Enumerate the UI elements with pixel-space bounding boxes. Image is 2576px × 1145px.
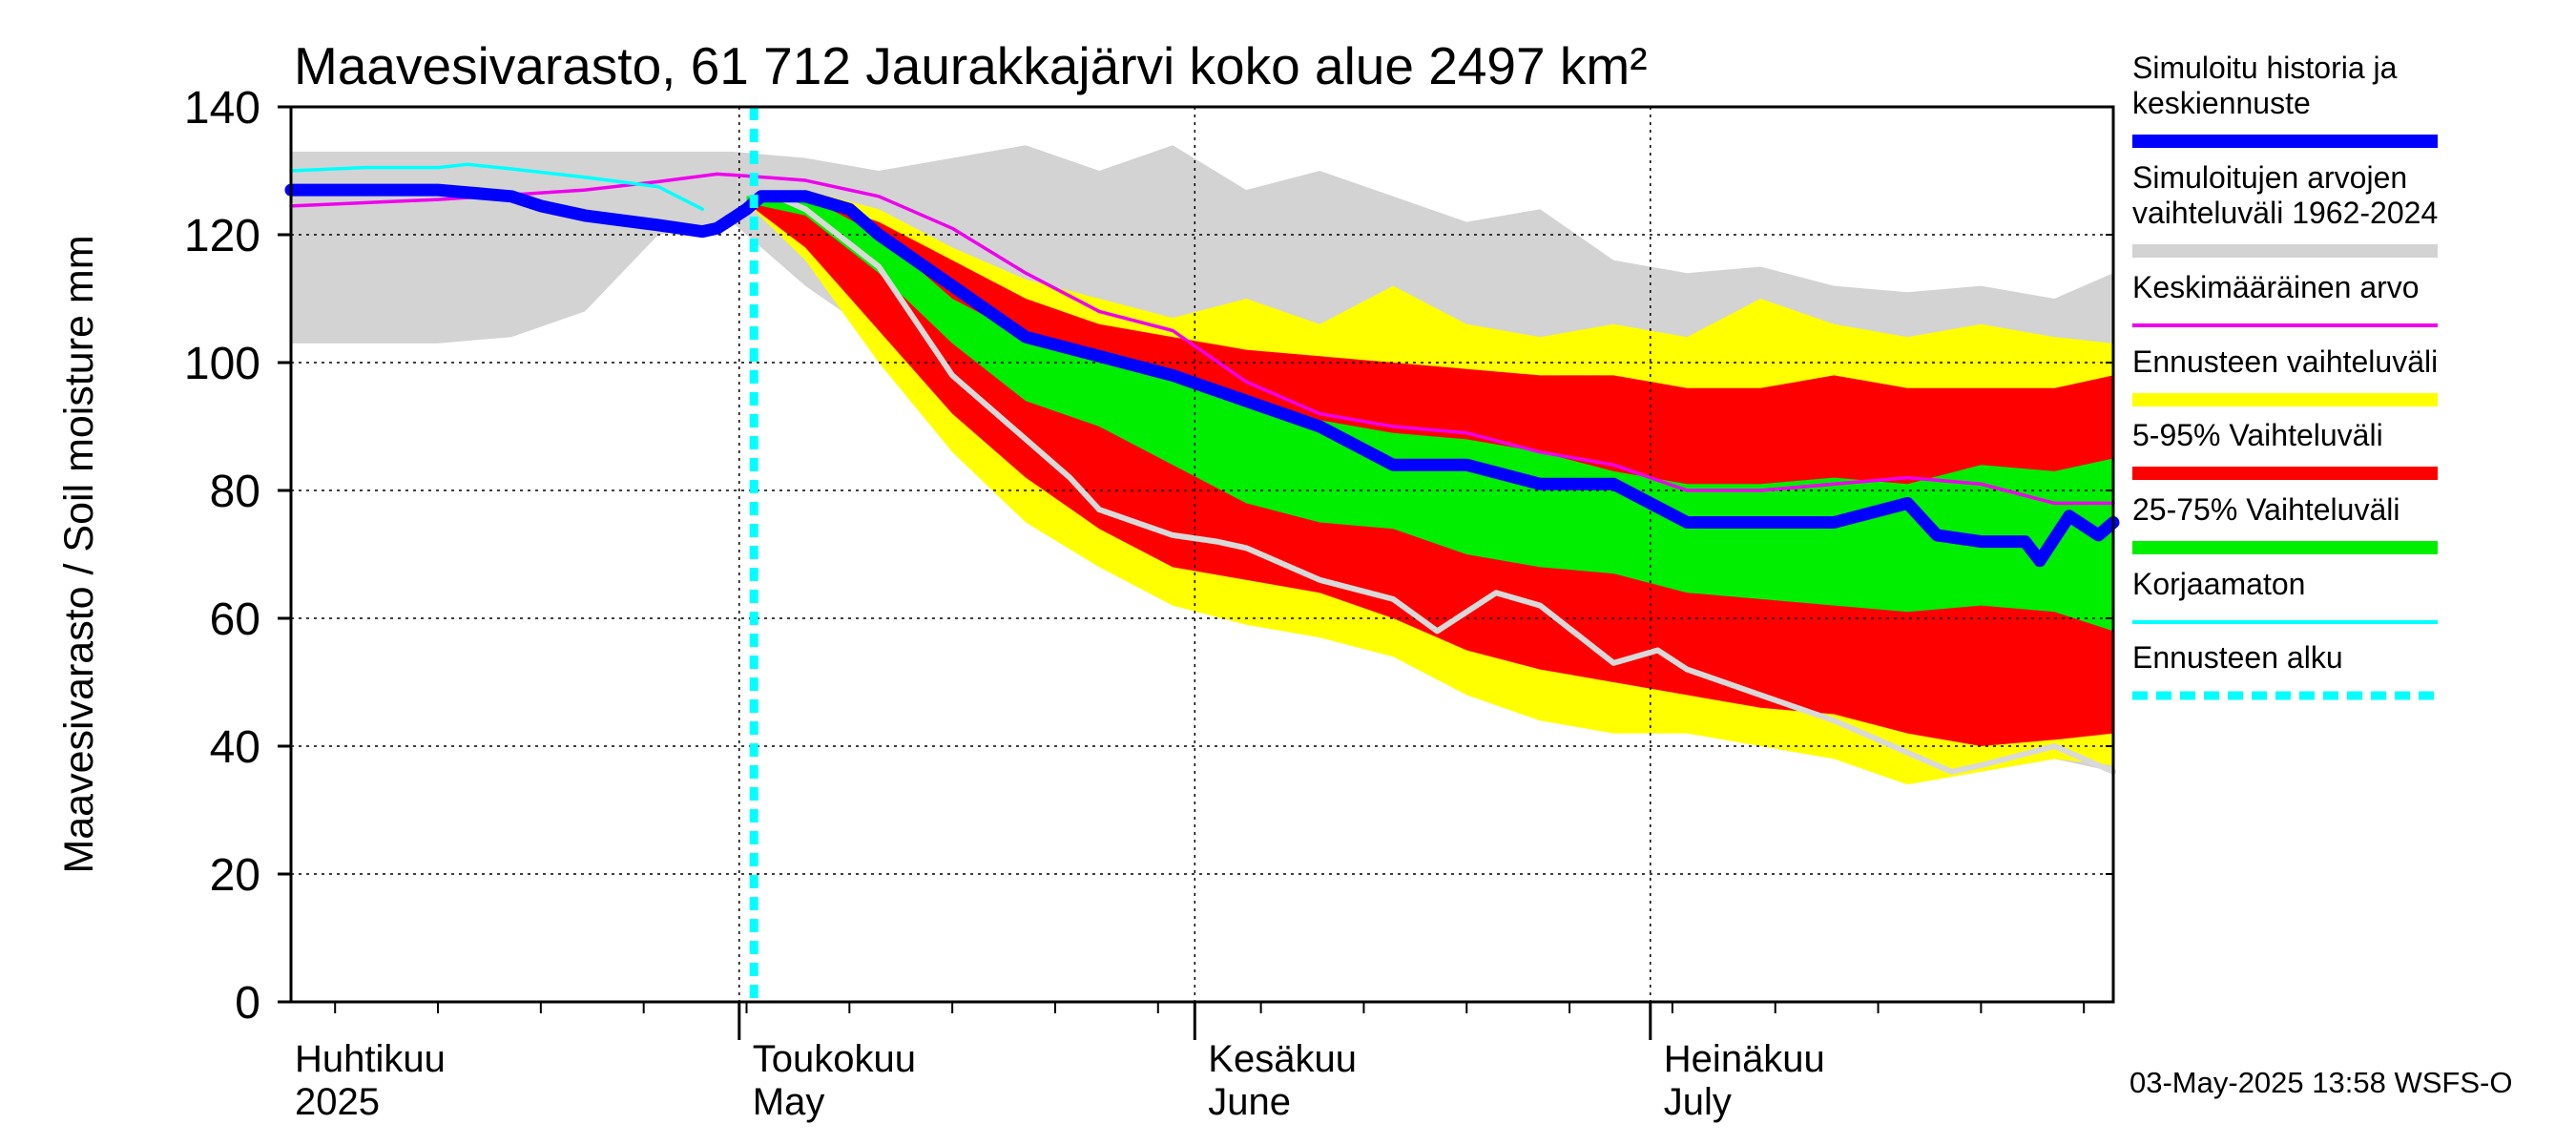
legend-item: Ennusteen alku xyxy=(2132,640,2438,700)
legend-item: Keskimääräinen arvo xyxy=(2132,270,2438,327)
legend-item: Simuloitujen arvojen vaihteluväli 1962-20… xyxy=(2132,160,2438,258)
legend-label: Ennusteen vaihteluväli xyxy=(2132,344,2438,379)
line-layer xyxy=(284,162,2120,775)
series-line-1 xyxy=(289,162,705,211)
y-tick-label: 40 xyxy=(210,722,260,773)
y-tick-label: 120 xyxy=(184,211,260,261)
legend: Simuloitu historia ja keskiennuste Simuloi… xyxy=(2132,51,2438,700)
chart-title: Maavesivarasto, 61 712 Jaurakkajärvi kok… xyxy=(294,36,1648,95)
legend-label: 25-75% Vaihteluväli xyxy=(2132,492,2399,527)
grid-layer xyxy=(291,107,2113,1002)
month-label: Toukokuu xyxy=(753,1038,916,1080)
series-line-2 xyxy=(773,193,2116,775)
series-line-3 xyxy=(284,183,2120,568)
y-tick-label: 60 xyxy=(210,594,260,645)
legend-item: Simuloitu historia ja keskiennuste xyxy=(2132,51,2438,148)
legend-item: 5-95% Vaihteluväli xyxy=(2132,418,2438,480)
month-label: Huhtikuu xyxy=(295,1038,446,1080)
legend-item: 25-75% Vaihteluväli xyxy=(2132,492,2438,554)
series-line-0 xyxy=(289,172,2115,506)
legend-label: Simuloitu historia ja keskiennuste xyxy=(2132,51,2398,120)
legend-item: Ennusteen vaihteluväli xyxy=(2132,344,2438,406)
timestamp-footer: 03-May-2025 13:58 WSFS-O xyxy=(2129,1066,2512,1099)
y-tick-label: 0 xyxy=(235,978,260,1029)
legend-label: 5-95% Vaihteluväli xyxy=(2132,418,2383,452)
y-tick-label: 20 xyxy=(210,850,260,901)
month-label: Kesäkuu xyxy=(1208,1038,1357,1080)
legend-label: Ennusteen alku xyxy=(2132,640,2343,675)
month-sublabel: July xyxy=(1664,1081,1732,1123)
month-label: Heinäkuu xyxy=(1664,1038,1825,1080)
y-axis-label: Maavesivarasto / Soil moisture mm xyxy=(56,235,102,873)
y-tick-label: 140 xyxy=(184,83,260,134)
y-tick-label: 80 xyxy=(210,467,260,517)
plot-frame xyxy=(289,105,2115,1004)
y-tick-label: 100 xyxy=(184,339,260,389)
month-sublabel: 2025 xyxy=(295,1081,380,1123)
band-layer xyxy=(291,145,2113,785)
legend-label: Simuloitujen arvojen vaihteluväli 1962-20… xyxy=(2132,160,2438,230)
legend-item: Korjaamaton xyxy=(2132,567,2438,624)
month-sublabel: June xyxy=(1208,1081,1291,1123)
month-sublabel: May xyxy=(753,1081,825,1123)
legend-label: Korjaamaton xyxy=(2132,567,2305,601)
legend-label: Keskimääräinen arvo xyxy=(2132,270,2420,304)
